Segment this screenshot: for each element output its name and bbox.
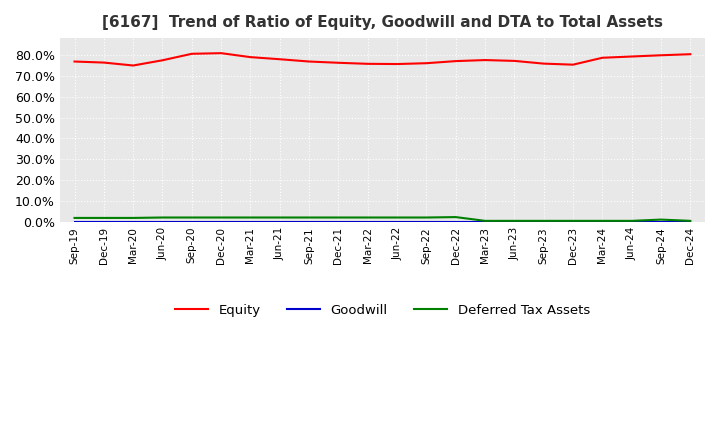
Goodwill <box>158 220 167 225</box>
Goodwill <box>393 220 402 225</box>
Title: [6167]  Trend of Ratio of Equity, Goodwill and DTA to Total Assets: [6167] Trend of Ratio of Equity, Goodwil… <box>102 15 663 30</box>
Deferred Tax Assets <box>246 215 255 220</box>
Goodwill <box>657 220 665 225</box>
Equity <box>276 57 284 62</box>
Equity <box>364 61 372 66</box>
Equity <box>539 61 548 66</box>
Deferred Tax Assets <box>71 215 79 220</box>
Deferred Tax Assets <box>598 218 607 224</box>
Goodwill <box>598 220 607 225</box>
Equity <box>657 53 665 58</box>
Goodwill <box>364 220 372 225</box>
Legend: Equity, Goodwill, Deferred Tax Assets: Equity, Goodwill, Deferred Tax Assets <box>170 299 595 322</box>
Equity <box>305 59 313 64</box>
Deferred Tax Assets <box>334 215 343 220</box>
Equity <box>481 58 490 63</box>
Equity <box>129 63 138 68</box>
Deferred Tax Assets <box>657 217 665 222</box>
Deferred Tax Assets <box>393 215 402 220</box>
Goodwill <box>71 220 79 225</box>
Deferred Tax Assets <box>539 218 548 224</box>
Deferred Tax Assets <box>510 218 518 224</box>
Line: Deferred Tax Assets: Deferred Tax Assets <box>75 217 690 221</box>
Equity <box>422 61 431 66</box>
Equity <box>99 60 108 65</box>
Deferred Tax Assets <box>305 215 313 220</box>
Goodwill <box>510 220 518 225</box>
Equity <box>627 54 636 59</box>
Deferred Tax Assets <box>276 215 284 220</box>
Deferred Tax Assets <box>422 215 431 220</box>
Deferred Tax Assets <box>364 215 372 220</box>
Deferred Tax Assets <box>217 215 225 220</box>
Equity <box>510 58 518 63</box>
Deferred Tax Assets <box>129 215 138 220</box>
Equity <box>334 60 343 66</box>
Deferred Tax Assets <box>481 218 490 224</box>
Goodwill <box>422 220 431 225</box>
Goodwill <box>129 220 138 225</box>
Line: Equity: Equity <box>75 53 690 66</box>
Equity <box>393 62 402 67</box>
Deferred Tax Assets <box>99 215 108 220</box>
Equity <box>158 58 167 63</box>
Equity <box>217 51 225 56</box>
Goodwill <box>246 220 255 225</box>
Goodwill <box>187 220 196 225</box>
Deferred Tax Assets <box>451 214 460 220</box>
Goodwill <box>686 220 695 225</box>
Goodwill <box>569 220 577 225</box>
Equity <box>569 62 577 67</box>
Equity <box>187 51 196 56</box>
Goodwill <box>217 220 225 225</box>
Equity <box>598 55 607 60</box>
Goodwill <box>99 220 108 225</box>
Goodwill <box>276 220 284 225</box>
Equity <box>71 59 79 64</box>
Deferred Tax Assets <box>187 215 196 220</box>
Goodwill <box>627 220 636 225</box>
Goodwill <box>451 220 460 225</box>
Deferred Tax Assets <box>569 218 577 224</box>
Goodwill <box>481 220 490 225</box>
Equity <box>451 59 460 64</box>
Deferred Tax Assets <box>627 218 636 224</box>
Goodwill <box>334 220 343 225</box>
Goodwill <box>305 220 313 225</box>
Equity <box>246 55 255 60</box>
Equity <box>686 51 695 57</box>
Deferred Tax Assets <box>686 218 695 224</box>
Deferred Tax Assets <box>158 215 167 220</box>
Goodwill <box>539 220 548 225</box>
